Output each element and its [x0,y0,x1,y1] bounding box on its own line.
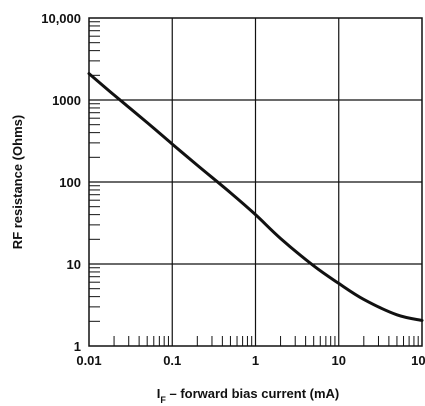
x-tick-label: 100 [411,353,425,368]
x-tick-label: 10 [332,353,346,368]
y-tick-labels: 1 10 100 1000 10,000 [41,11,81,354]
x-axis-title: IF – forward bias current (mA) [157,386,340,405]
y-tick-label: 10,000 [41,11,81,26]
y-tick-label: 100 [59,175,81,190]
series-layer [87,72,424,322]
x-tick-label: 0.01 [76,353,101,368]
y-tick-label: 1000 [52,93,81,108]
x-axis-title-text: – forward bias current (mA) [166,386,339,401]
y-axis-title: RF resistance (Ohms) [10,115,25,249]
x-axis-title-subscript: F [160,395,166,405]
series-line [87,72,424,322]
x-tick-labels: 0.01 0.1 1 10 100 [76,353,425,368]
y-tick-label: 10 [67,257,81,272]
y-tick-label: 1 [74,339,81,354]
plot-frame [88,17,423,347]
x-tick-label: 1 [252,353,259,368]
x-axis-title-symbol: I [157,386,161,401]
x-tick-label: 0.1 [163,353,181,368]
grid [89,18,422,346]
minor-ticks [89,21,419,346]
